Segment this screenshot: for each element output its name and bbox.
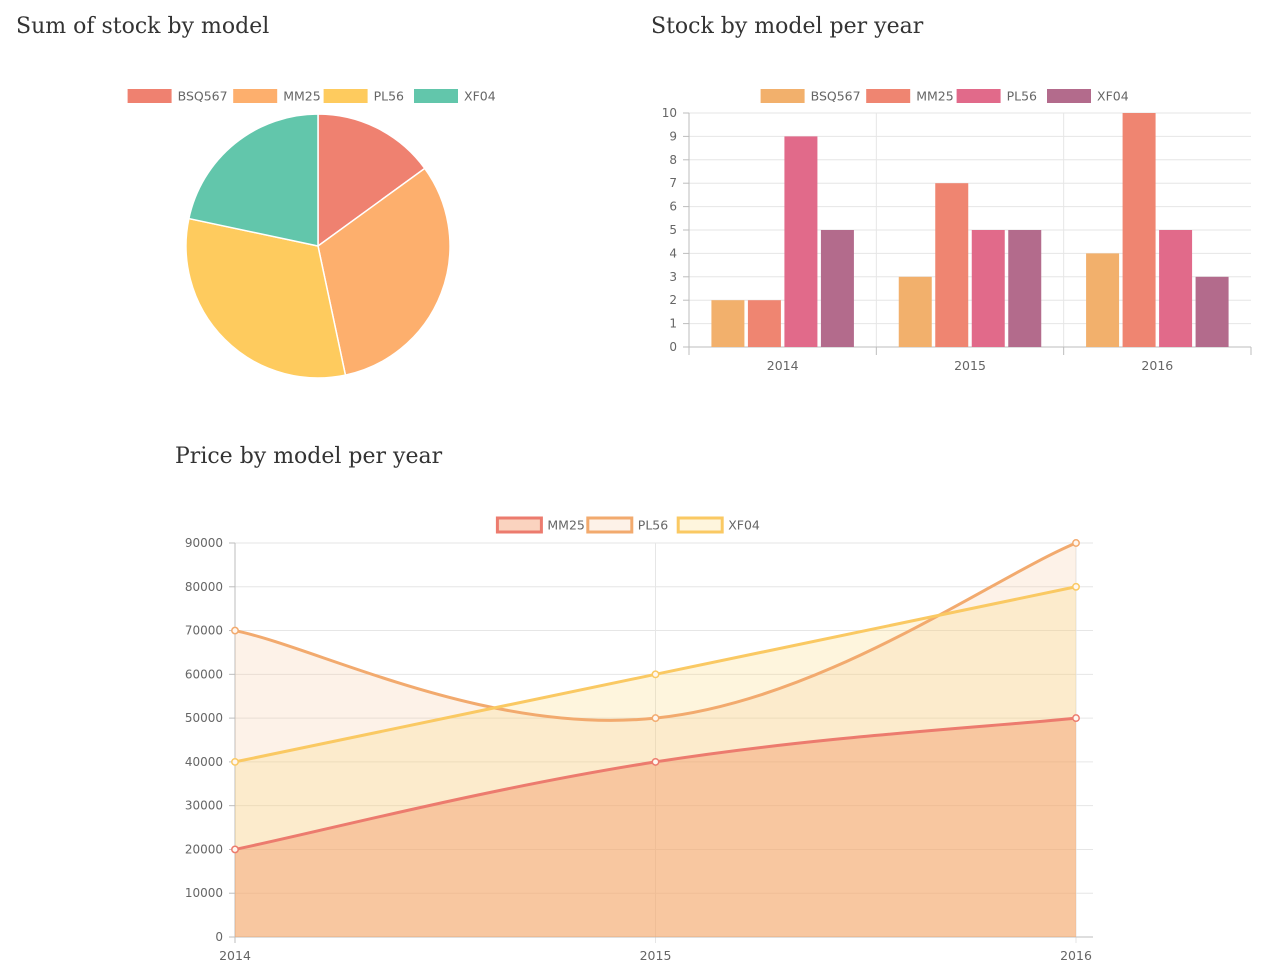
bar-bsq567-2015 bbox=[898, 276, 932, 347]
line-y-tick-label: 60000 bbox=[185, 667, 223, 681]
bar-y-tick-label: 6 bbox=[669, 200, 677, 214]
line-legend-swatch-xf04 bbox=[676, 516, 724, 534]
line-legend-label-pl56: PL56 bbox=[638, 518, 668, 533]
bar-y-tick-label: 7 bbox=[669, 176, 677, 190]
bar-pl56-2015 bbox=[971, 230, 1005, 347]
pie-legend-label-xf04: XF04 bbox=[464, 89, 496, 104]
point-pl56-2015 bbox=[651, 714, 660, 723]
bar-legend-swatch-bsq567 bbox=[760, 89, 805, 103]
line-x-tick-label: 2014 bbox=[219, 948, 251, 963]
bar-xf04-2014 bbox=[820, 230, 854, 347]
bar-xf04-2015 bbox=[1008, 230, 1042, 347]
bar-pl56-2014 bbox=[784, 136, 818, 347]
bar-x-tick-label: 2015 bbox=[954, 358, 986, 373]
bar-y-tick-label: 9 bbox=[669, 129, 677, 143]
bar-xf04-2016 bbox=[1195, 276, 1229, 347]
line-y-tick-label: 10000 bbox=[185, 886, 223, 900]
bar-y-tick-label: 3 bbox=[669, 270, 677, 284]
point-mm25-2015 bbox=[651, 757, 660, 766]
point-xf04-2015 bbox=[651, 670, 660, 679]
point-xf04-2016 bbox=[1072, 582, 1080, 591]
line-x-tick-label: 2016 bbox=[1060, 948, 1092, 963]
bar-mm25-2016 bbox=[1122, 113, 1156, 347]
pie-slice-bsq567 bbox=[317, 113, 426, 248]
area-line-chart: MM25 PL56 XF04 0 10000 20000 30000 40000 50000 60… bbox=[185, 516, 1093, 963]
line-chart-title: Price by model per year bbox=[175, 444, 443, 469]
bar-x-tick-label: 2016 bbox=[1141, 358, 1173, 373]
bar-y-tick-label: 10 bbox=[662, 106, 677, 120]
bar-x-tick-label: 2014 bbox=[767, 358, 799, 373]
pie-chart: BSQ567 MM25 PL56 XF04 bbox=[127, 89, 496, 379]
bar-mm25-2015 bbox=[935, 183, 969, 347]
pie-legend-swatch-mm25 bbox=[233, 89, 278, 103]
area-fill-mm25 bbox=[235, 718, 1076, 937]
bar-legend-label-bsq567: BSQ567 bbox=[811, 89, 861, 104]
line-y-tick-label: 90000 bbox=[185, 536, 223, 550]
bar-chart-title: Stock by model per year bbox=[651, 14, 924, 39]
bar-y-tick-label: 5 bbox=[669, 223, 677, 237]
pie-slice-pl56 bbox=[185, 217, 347, 379]
point-xf04-2014 bbox=[231, 757, 239, 766]
bar-pl56-2016 bbox=[1159, 230, 1193, 347]
pie-legend-label-bsq567: BSQ567 bbox=[178, 89, 228, 104]
area-fill-pl56 bbox=[235, 543, 1076, 937]
bar-legend-label-mm25: MM25 bbox=[916, 89, 953, 104]
bar-y-tick-label: 1 bbox=[669, 317, 677, 331]
bar-y-tick-label: 4 bbox=[669, 246, 677, 260]
point-mm25-2016 bbox=[1072, 714, 1080, 723]
pie-slice-mm25 bbox=[317, 167, 451, 377]
pie-legend-swatch-bsq567 bbox=[127, 89, 172, 103]
pie-slice-xf04 bbox=[187, 113, 319, 247]
line-y-tick-label: 20000 bbox=[185, 842, 223, 856]
line-x-tick-label: 2015 bbox=[640, 948, 672, 963]
bar-bsq567-2014 bbox=[711, 300, 745, 347]
bar-chart: BSQ567 MM25 PL56 XF04 0 1 2 3 4 5 6 7 8 9 10 2014 2015 20… bbox=[662, 89, 1252, 373]
bar-mm25-2014 bbox=[747, 300, 781, 347]
bar-y-tick-label: 0 bbox=[669, 340, 677, 354]
point-pl56-2014 bbox=[231, 626, 239, 635]
line-y-tick-label: 80000 bbox=[185, 580, 223, 594]
bar-legend-swatch-xf04 bbox=[1047, 89, 1091, 103]
bar-legend-swatch-mm25 bbox=[866, 89, 911, 103]
pie-legend-label-mm25: MM25 bbox=[283, 89, 320, 104]
pie-legend-swatch-xf04 bbox=[414, 89, 458, 103]
line-y-tick-label: 0 bbox=[215, 930, 223, 944]
line-y-tick-label: 70000 bbox=[185, 624, 223, 638]
line-legend-swatch-pl56 bbox=[586, 516, 634, 534]
bar-y-tick-label: 2 bbox=[669, 293, 677, 307]
pie-legend-label-pl56: PL56 bbox=[374, 89, 404, 104]
bar-legend-label-pl56: PL56 bbox=[1007, 89, 1037, 104]
line-y-tick-label: 50000 bbox=[185, 711, 223, 725]
pie-chart-title: Sum of stock by model bbox=[16, 14, 270, 39]
bar-y-tick-label: 8 bbox=[669, 153, 677, 167]
line-legend-label-xf04: XF04 bbox=[728, 518, 760, 533]
bar-legend-swatch-pl56 bbox=[956, 89, 1001, 103]
line-y-tick-label: 40000 bbox=[185, 755, 223, 769]
line-legend-swatch-mm25 bbox=[495, 516, 543, 534]
bar-legend-label-xf04: XF04 bbox=[1097, 89, 1129, 104]
point-pl56-2016 bbox=[1072, 539, 1080, 547]
point-mm25-2014 bbox=[231, 845, 239, 854]
line-y-tick-label: 30000 bbox=[185, 799, 223, 813]
pie-legend-swatch-pl56 bbox=[323, 89, 368, 103]
bar-bsq567-2016 bbox=[1086, 253, 1120, 347]
line-legend-label-mm25: MM25 bbox=[547, 518, 584, 533]
